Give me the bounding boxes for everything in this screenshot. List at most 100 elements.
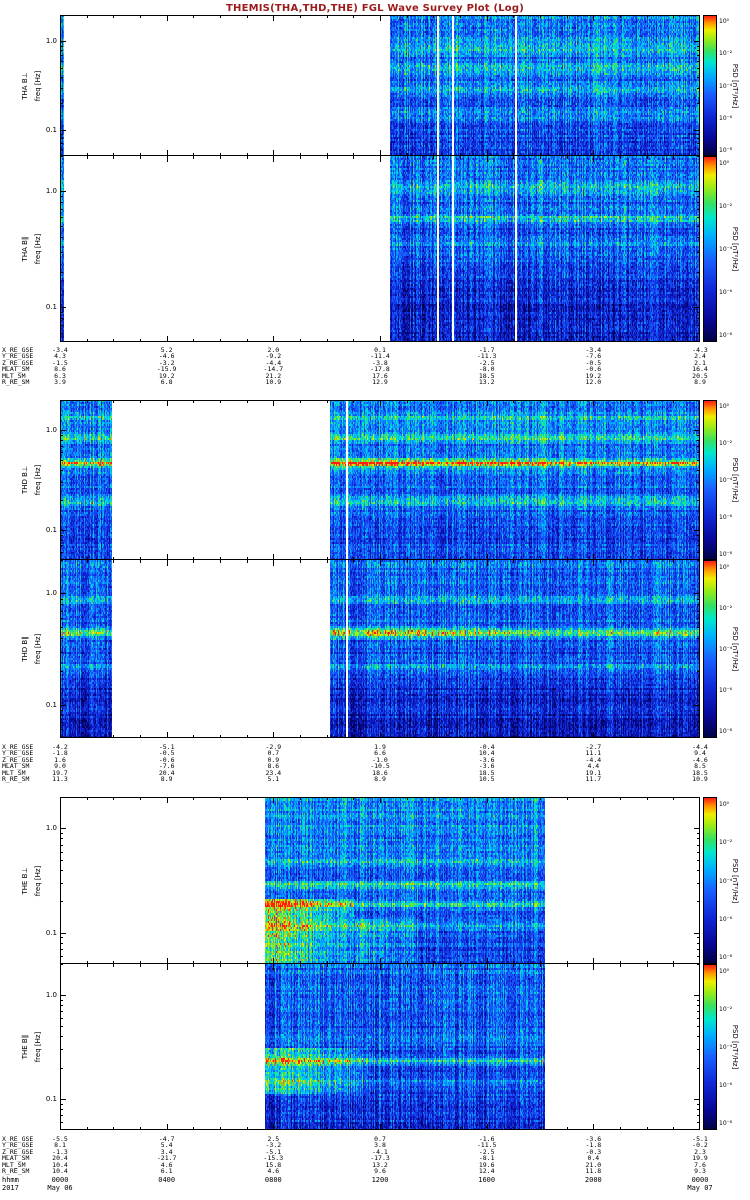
ephemeris-value: -7.6 xyxy=(585,352,602,361)
freq-tick-label: 1.0 xyxy=(45,991,57,1000)
ephemeris-value: -1.3 xyxy=(52,1147,68,1156)
ephemeris-value: -8.0 xyxy=(478,365,495,374)
freq-tick-label: 0.1 xyxy=(45,1094,57,1103)
freq-axis-label: freq [Hz] xyxy=(34,1031,42,1063)
ephemeris-row-label: R_RE_SM xyxy=(2,1167,30,1175)
time-tick-label: 0000 xyxy=(51,1176,69,1184)
ephemeris-value: 1.9 xyxy=(374,743,386,751)
year-label: 2017 xyxy=(2,1184,19,1192)
ephemeris-value: 18.5 xyxy=(692,768,708,777)
ephemeris-row-thd-y_re_gse: Y_RE_GSE -1.8 -0.5 0.7 6.6 10.4 11.1 9.4 xyxy=(0,750,750,757)
ephemeris-value: 17.6 xyxy=(372,371,388,380)
ephemeris-row-label: MLT_SM xyxy=(2,371,26,380)
ephemeris-value: 2.1 xyxy=(694,358,706,367)
ephemeris-row-thd-z_re_gse: Z_RE_GSE 1.6 -0.6 0.9 -1.0 -3.6 -4.4 -4.6 xyxy=(0,757,750,764)
ephemeris-row-tha-mlat_sm: MLAT_SM 8.6 -15.9 -14.7 -17.8 -8.0 -0.6 16.4 xyxy=(0,366,750,373)
date-last-label: May 07 xyxy=(687,1184,713,1192)
ephemeris-row-label: Y_RE_GSE xyxy=(2,1141,34,1150)
spectrogram-canvas-the-bpar xyxy=(60,964,700,1130)
ephemeris-value: -0.6 xyxy=(585,365,602,374)
ephemeris-value: -5.1 xyxy=(158,743,175,751)
ephemeris-row-tha-x_re_gse: X_RE_GSE -3.4 5.2 2.0 0.1 -1.7 -3.4 -4.3 xyxy=(0,347,750,354)
ephemeris-value: 10.4 xyxy=(52,1160,68,1169)
colorbar-tha-bpar xyxy=(703,156,717,342)
ephemeris-value: -3.6 xyxy=(478,762,495,771)
ephemeris-row-label: Y_RE_GSE xyxy=(2,352,34,361)
colorbar-tick-label: 10⁻⁴ xyxy=(719,477,733,484)
ephemeris-value: 15.8 xyxy=(265,1160,282,1169)
colorbar-tick-label: 10⁰ xyxy=(719,17,730,25)
freq-axis-label: freq [Hz] xyxy=(34,865,42,896)
colorbar-tick-label: 10⁰ xyxy=(719,800,730,808)
ephemeris-value: -8.1 xyxy=(478,1154,495,1163)
ephemeris-row-label: X_RE_GSE xyxy=(2,346,34,354)
ephemeris-value: 11.7 xyxy=(585,775,602,783)
ephemeris-value: -21.7 xyxy=(156,1154,177,1163)
time-tick-label: 1600 xyxy=(478,1176,496,1184)
colorbar-tick-label: 10⁻⁸ xyxy=(719,147,733,155)
ephemeris-value: -1.0 xyxy=(372,755,388,764)
ephemeris-row-label: Y_RE_GSE xyxy=(2,749,34,758)
ephemeris-value: -11.5 xyxy=(476,1141,497,1150)
spectrogram-canvas-the-bperp xyxy=(60,797,700,964)
colorbar-tick-label: 10⁻⁸ xyxy=(719,550,733,558)
ephemeris-value: 19.9 xyxy=(692,1154,708,1163)
ephemeris-value: -0.5 xyxy=(585,358,602,367)
ephemeris-row-tha-mlt_sm: MLT_SM 6.3 19.2 21.2 17.6 18.5 19.2 20.5 xyxy=(0,373,750,380)
ephemeris-value: 16.4 xyxy=(692,365,708,374)
ephemeris-value: -3.2 xyxy=(158,358,175,367)
ephemeris-value: -4.4 xyxy=(692,743,708,751)
ephemeris-value: -1.8 xyxy=(52,749,68,758)
ephemeris-value: 9.3 xyxy=(694,1167,706,1175)
freq-tick-label: 1.0 xyxy=(45,186,57,195)
ephemeris-value: 0.7 xyxy=(267,749,280,758)
ephemeris-row-label: R_RE_SM xyxy=(2,775,30,783)
ephemeris-value: 8.1 xyxy=(54,1141,66,1150)
ephemeris-row-label: MLAT_SM xyxy=(2,365,30,374)
colorbar-tick-label: 10⁻⁴ xyxy=(719,1044,733,1051)
colorbar-the-bperp xyxy=(703,797,717,964)
ephemeris-value: 10.9 xyxy=(692,775,708,783)
ephemeris-value: 5.4 xyxy=(160,1141,173,1150)
ephemeris-row-the-r_re_sm: R_RE_SM 10.4 6.1 4.6 9.6 12.4 11.8 9.3 xyxy=(0,1168,750,1175)
ephemeris-value: 10.9 xyxy=(265,378,282,386)
ephemeris-value: -3.6 xyxy=(585,1135,602,1143)
freq-tick-label: 0.1 xyxy=(45,125,57,134)
time-tick-label: 0400 xyxy=(158,1176,176,1184)
ephemeris-value: 12.9 xyxy=(372,378,388,386)
ephemeris-value: -0.5 xyxy=(158,749,175,758)
ephemeris-value: -15.3 xyxy=(263,1154,284,1163)
colorbar-tick-label: 10⁻⁶ xyxy=(719,915,733,923)
time-tick-label: 2000 xyxy=(584,1176,602,1184)
ephemeris-row-tha-r_re_sm: R_RE_SM 3.9 6.8 10.9 12.9 13.2 12.0 8.9 xyxy=(0,379,750,386)
ephemeris-value: -4.2 xyxy=(52,743,68,751)
ephemeris-value: -2.7 xyxy=(585,743,602,751)
ephemeris-value: 8.9 xyxy=(374,775,386,783)
colorbar-tick-label: 10⁻⁶ xyxy=(719,288,733,296)
ephemeris-value: 19.1 xyxy=(585,768,602,777)
time-tick-label: 0800 xyxy=(264,1176,282,1184)
ephemeris-value: 19.6 xyxy=(478,1160,495,1169)
panel-ylabel-the-bpar: THE B∥ xyxy=(21,1034,29,1060)
ephemeris-value: 9.6 xyxy=(374,1167,386,1175)
ephemeris-row-thd-mlat_sm: MLAT_SM 9.0 -7.6 8.6 -10.5 -3.6 4.4 8.5 xyxy=(0,763,750,770)
ephemeris-value: -2.5 xyxy=(478,358,495,367)
ephemeris-row-label: MLAT_SM xyxy=(2,1154,30,1163)
ephemeris-value: 10.5 xyxy=(478,775,495,783)
ephemeris-value: -5.1 xyxy=(692,1135,708,1143)
ephemeris-value: -10.5 xyxy=(370,762,390,771)
spectrogram-canvas-tha-bperp xyxy=(60,15,700,156)
panel-ylabel-thd-bperp: THD B⊥ xyxy=(21,465,29,495)
ephemeris-value: -4.3 xyxy=(692,346,708,354)
ephemeris-value: 11.1 xyxy=(585,749,602,758)
freq-axis-label: freq [Hz] xyxy=(34,233,42,265)
ephemeris-value: 6.8 xyxy=(160,378,173,386)
ephemeris-row-tha-z_re_gse: Z_RE_GSE -1.5 -3.2 -4.4 -3.8 -2.5 -0.5 2.1 xyxy=(0,360,750,367)
ephemeris-value: 6.3 xyxy=(54,371,66,380)
ephemeris-value: 10.4 xyxy=(478,749,495,758)
ephemeris-value: 12.0 xyxy=(585,378,602,386)
ephemeris-row-the-y_re_gse: Y_RE_GSE 8.1 5.4 -3.2 3.8 -11.5 -1.8 -0.2 xyxy=(0,1142,750,1149)
ephemeris-value: -0.2 xyxy=(692,1141,708,1150)
freq-tick-label: 0.1 xyxy=(45,928,57,937)
colorbar-tick-label: 10⁻⁶ xyxy=(719,513,733,521)
